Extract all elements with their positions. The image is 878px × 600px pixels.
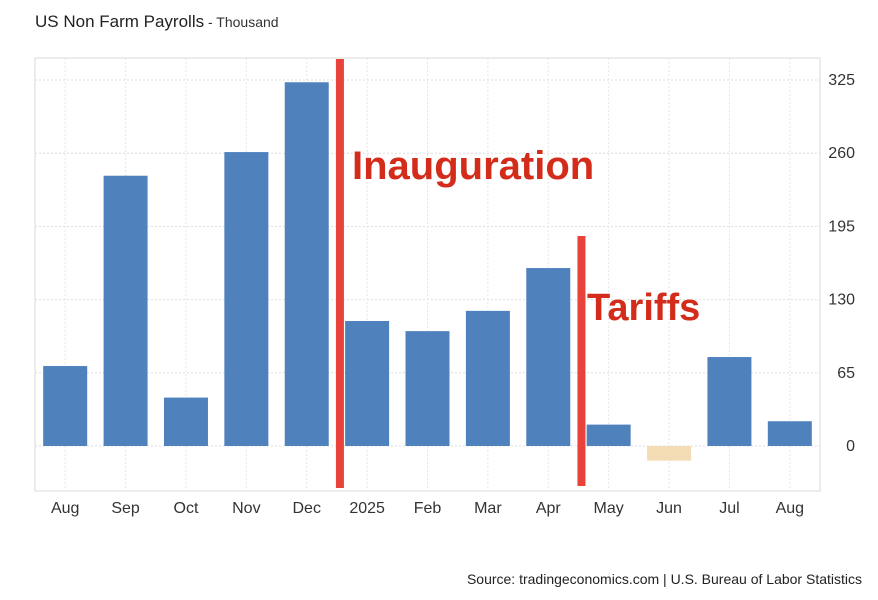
x-tick-label: Aug	[51, 500, 79, 517]
source-note: Source: tradingeconomics.com | U.S. Bure…	[466, 571, 862, 587]
x-tick-label: Oct	[174, 500, 199, 517]
bar	[43, 366, 88, 446]
bar	[647, 446, 692, 461]
bar	[345, 320, 390, 446]
x-tick-label: Jul	[719, 500, 739, 517]
bar	[284, 82, 329, 446]
y-tick-label: 65	[837, 365, 855, 382]
chart-unit-subtitle: - Thousand	[204, 14, 279, 30]
bar	[465, 310, 510, 446]
x-tick-label: Jun	[656, 500, 682, 517]
bar	[707, 357, 752, 446]
x-tick-label: May	[594, 500, 624, 517]
chart-title: US Non Farm Payrolls - Thousand	[35, 12, 279, 32]
bar	[767, 421, 812, 446]
bar	[586, 424, 631, 446]
x-tick-label: Dec	[293, 500, 321, 517]
x-tick-label: Sep	[111, 500, 140, 517]
y-tick-label: 130	[828, 292, 855, 309]
tariffs-annotation: Tariffs	[587, 287, 700, 329]
x-tick-label: Apr	[536, 500, 562, 517]
inauguration-marker-line	[335, 59, 344, 488]
bar	[526, 268, 571, 446]
y-tick-label: 195	[828, 218, 855, 235]
chart-title-text: US Non Farm Payrolls	[35, 12, 205, 31]
inauguration-annotation: Inauguration	[352, 144, 594, 188]
x-tick-label: Feb	[414, 500, 442, 517]
x-tick-label: Mar	[474, 500, 502, 517]
x-tick-label: 2025	[349, 500, 385, 517]
bar	[103, 175, 148, 446]
bar	[163, 397, 208, 446]
bar	[405, 331, 450, 446]
y-tick-label: 260	[828, 145, 855, 162]
y-tick-label: 0	[846, 438, 855, 455]
x-tick-label: Aug	[776, 500, 804, 517]
tariffs-marker-line	[577, 236, 586, 486]
x-tick-label: Nov	[232, 500, 260, 517]
bar	[224, 152, 269, 446]
y-tick-label: 325	[828, 72, 855, 89]
